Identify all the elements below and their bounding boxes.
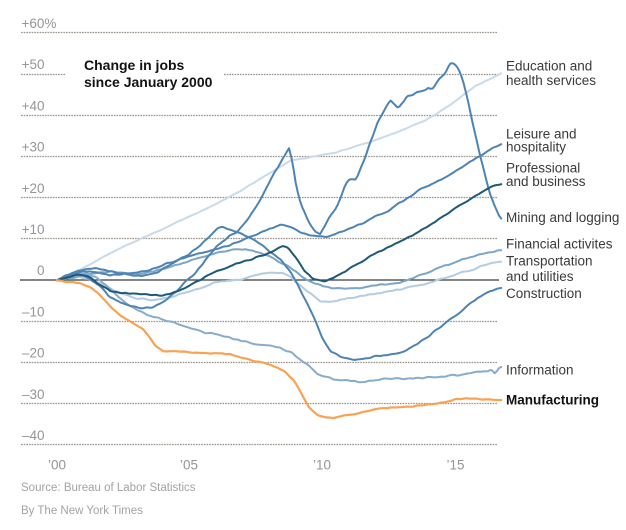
svg-text:Information: Information: [506, 363, 574, 378]
svg-text:and business: and business: [506, 174, 586, 189]
svg-text:–40: –40: [22, 428, 45, 443]
svg-text:Mining and logging: Mining and logging: [506, 210, 619, 225]
svg-text:Leisure and: Leisure and: [506, 126, 577, 141]
svg-text:By The New York Times: By The New York Times: [21, 505, 143, 517]
svg-text:–20: –20: [22, 346, 45, 361]
svg-text:+60%: +60%: [22, 16, 57, 31]
svg-text:’10: ’10: [313, 458, 331, 473]
svg-text:Source: Bureau of Labor Statis: Source: Bureau of Labor Statistics: [21, 482, 196, 494]
svg-text:hospitality: hospitality: [506, 140, 566, 155]
svg-text:0: 0: [37, 263, 45, 278]
svg-text:’05: ’05: [180, 458, 198, 473]
svg-text:–10: –10: [22, 304, 45, 319]
svg-text:+30: +30: [22, 140, 45, 155]
svg-text:’00: ’00: [48, 458, 66, 473]
svg-text:health services: health services: [506, 73, 596, 88]
svg-text:+40: +40: [22, 98, 45, 113]
svg-text:Change in jobs: Change in jobs: [84, 57, 185, 73]
svg-text:+20: +20: [22, 181, 45, 196]
svg-text:–30: –30: [22, 387, 45, 402]
svg-text:Education and: Education and: [506, 58, 592, 73]
svg-text:+10: +10: [22, 222, 45, 237]
svg-text:and utilities: and utilities: [506, 269, 574, 284]
svg-text:’15: ’15: [446, 458, 464, 473]
svg-text:since January 2000: since January 2000: [84, 74, 213, 90]
svg-text:+50: +50: [22, 57, 45, 72]
svg-text:Manufacturing: Manufacturing: [506, 392, 599, 407]
svg-text:Construction: Construction: [506, 286, 582, 301]
svg-text:Financial activites: Financial activites: [506, 237, 613, 252]
svg-text:Transportation: Transportation: [506, 254, 593, 269]
svg-text:Professional: Professional: [506, 161, 580, 176]
